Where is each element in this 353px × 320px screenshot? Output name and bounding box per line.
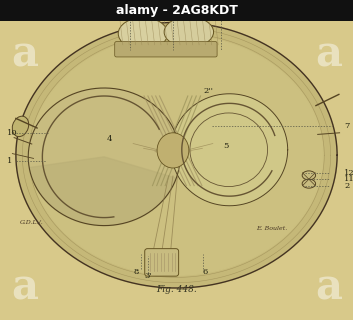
Text: 5: 5 bbox=[223, 141, 229, 149]
FancyBboxPatch shape bbox=[145, 249, 179, 276]
Text: 4: 4 bbox=[107, 135, 112, 143]
Text: 9: 9 bbox=[218, 4, 223, 12]
Polygon shape bbox=[16, 22, 337, 288]
Ellipse shape bbox=[157, 133, 189, 168]
Ellipse shape bbox=[302, 171, 316, 180]
Text: a: a bbox=[315, 33, 342, 76]
Ellipse shape bbox=[118, 18, 168, 50]
Text: 3': 3' bbox=[144, 272, 152, 280]
Text: 11: 11 bbox=[344, 175, 353, 183]
Text: Fig. 448.: Fig. 448. bbox=[156, 285, 197, 294]
Polygon shape bbox=[29, 157, 176, 226]
Text: 1': 1' bbox=[126, 5, 134, 13]
Text: 3: 3 bbox=[170, 2, 176, 10]
Text: 2'': 2'' bbox=[203, 87, 213, 95]
Text: E. Boulet.: E. Boulet. bbox=[256, 226, 287, 231]
Text: 1: 1 bbox=[7, 156, 12, 164]
Text: 10: 10 bbox=[7, 129, 18, 137]
Ellipse shape bbox=[164, 17, 214, 47]
FancyBboxPatch shape bbox=[115, 42, 217, 57]
Text: alamy - 2AG8KDT: alamy - 2AG8KDT bbox=[115, 4, 238, 17]
Ellipse shape bbox=[12, 116, 29, 137]
Text: a: a bbox=[11, 33, 38, 76]
Text: a: a bbox=[11, 267, 38, 309]
Polygon shape bbox=[30, 35, 323, 275]
Text: G.D.L./.: G.D.L./. bbox=[20, 220, 44, 225]
Text: 2: 2 bbox=[344, 182, 349, 190]
Ellipse shape bbox=[302, 179, 316, 188]
Bar bbox=[0, 0, 353, 21]
Polygon shape bbox=[171, 94, 288, 206]
Text: a: a bbox=[315, 267, 342, 309]
Text: 12: 12 bbox=[344, 169, 353, 177]
Text: 8: 8 bbox=[133, 268, 139, 276]
Text: 6: 6 bbox=[202, 268, 207, 276]
Polygon shape bbox=[28, 88, 180, 226]
Text: 7: 7 bbox=[344, 122, 349, 130]
